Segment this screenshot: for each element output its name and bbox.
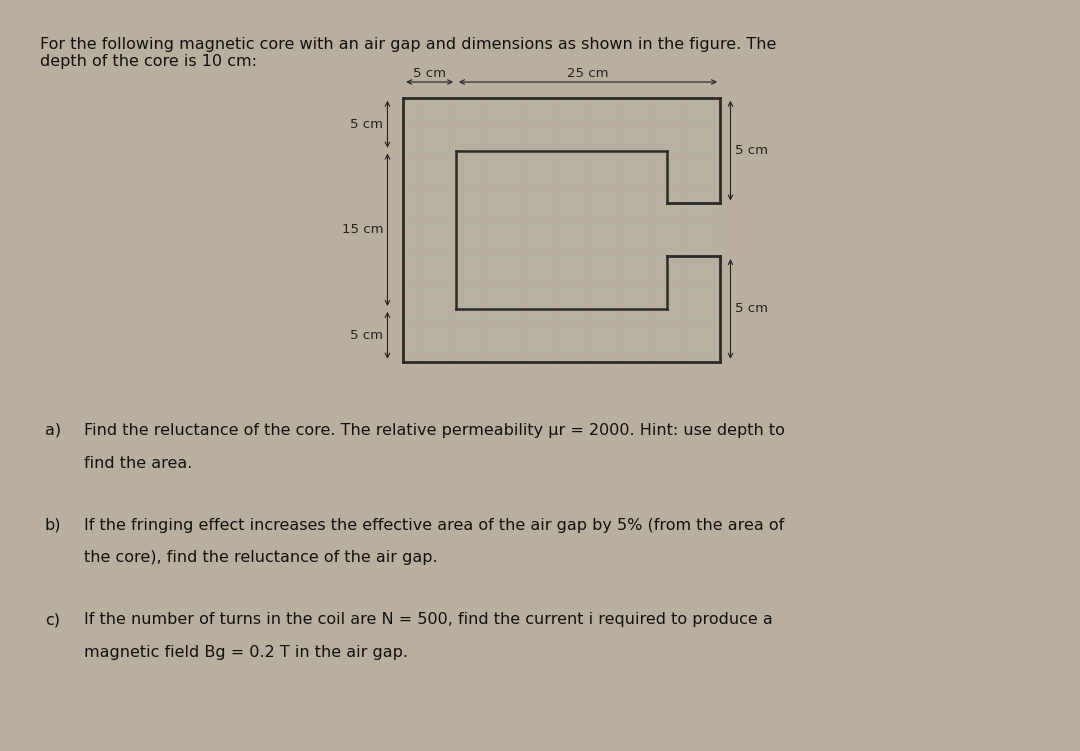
Text: If the fringing effect increases the effective area of the air gap by 5% (from t: If the fringing effect increases the eff… <box>84 517 784 532</box>
Text: 5 cm: 5 cm <box>350 329 383 342</box>
Text: 25 cm: 25 cm <box>567 67 609 80</box>
Text: For the following magnetic core with an air gap and dimensions as shown in the f: For the following magnetic core with an … <box>40 37 777 69</box>
Text: magnetic field Bg = 0.2 T in the air gap.: magnetic field Bg = 0.2 T in the air gap… <box>84 645 408 660</box>
Text: find the area.: find the area. <box>84 456 192 471</box>
Text: 5 cm: 5 cm <box>734 144 768 157</box>
Text: the core), find the reluctance of the air gap.: the core), find the reluctance of the ai… <box>84 550 437 566</box>
Text: b): b) <box>45 517 62 532</box>
Text: 5 cm: 5 cm <box>350 118 383 131</box>
Text: 5 cm: 5 cm <box>734 303 768 315</box>
Text: c): c) <box>45 612 59 627</box>
Text: 15 cm: 15 cm <box>341 223 383 237</box>
Text: a): a) <box>45 423 60 438</box>
Text: 5 cm: 5 cm <box>414 67 446 80</box>
Text: Find the reluctance of the core. The relative permeability μr = 2000. Hint: use : Find the reluctance of the core. The rel… <box>84 423 784 438</box>
Text: If the number of turns in the coil are N = 500, find the current i required to p: If the number of turns in the coil are N… <box>84 612 772 627</box>
